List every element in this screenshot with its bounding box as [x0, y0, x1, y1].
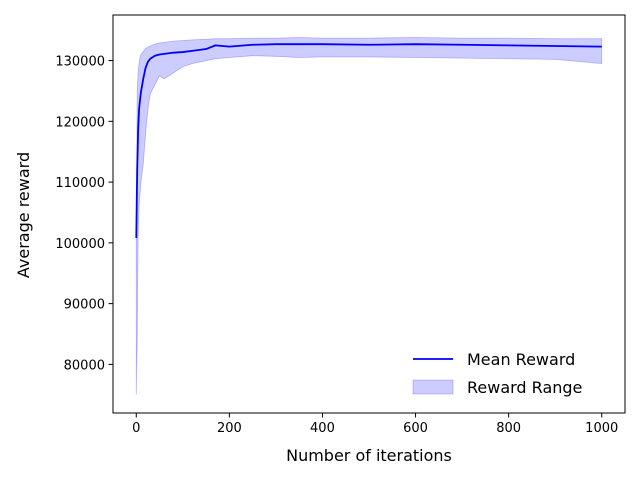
y-tick-label: 120000: [55, 115, 105, 130]
x-tick-label: 400: [310, 421, 335, 436]
y-tick-label: 80000: [64, 358, 105, 373]
x-tick-label: 1000: [585, 421, 618, 436]
y-axis-label: Average reward: [14, 152, 33, 278]
axes: 0 200 400 600 800 1000 80000 90000 100000 110000 1…: [55, 14, 626, 436]
x-tick-label: 800: [496, 421, 521, 436]
x-tick-label: 0: [132, 421, 140, 436]
series-line-mean-reward: [135, 43, 602, 239]
legend-label: Mean Reward: [467, 350, 575, 369]
axes-frame: [112, 14, 626, 414]
legend-swatch-reward-range: [412, 379, 454, 395]
legend-label: Reward Range: [467, 378, 582, 397]
x-tick-label: 600: [403, 421, 428, 436]
legend: Mean Reward Reward Range: [412, 350, 582, 397]
y-tick-label: 90000: [64, 298, 105, 313]
plot-area: [135, 37, 603, 395]
y-tick-label: 130000: [55, 55, 105, 70]
y-tick-label: 100000: [55, 237, 105, 252]
x-axis-label: Number of iterations: [286, 446, 452, 465]
y-tick-label: 110000: [55, 176, 105, 191]
series-band-reward-range: [135, 37, 603, 395]
x-tick-label: 200: [217, 421, 242, 436]
